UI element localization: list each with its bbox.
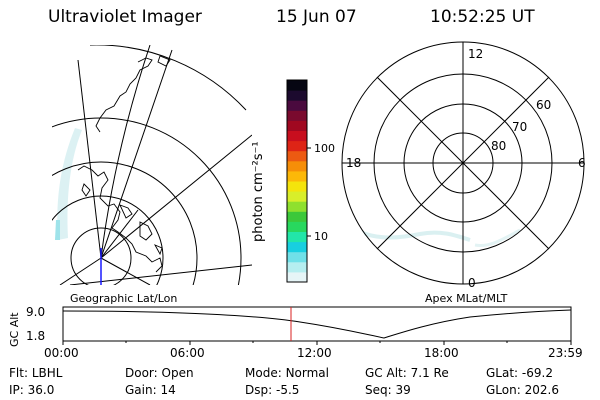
info-glat: GLat: -69.2: [486, 366, 553, 380]
color-bar: [287, 80, 307, 283]
info-gc-alt: GC Alt: 7.1 Re: [365, 366, 449, 380]
color-bar-segment: [287, 201, 307, 212]
coastlines: [77, 55, 171, 273]
mlt-label-18: 18: [346, 156, 362, 170]
mlat-label-60: 60: [536, 98, 552, 112]
color-bar-segment: [287, 140, 307, 152]
color-bar-segment: [287, 120, 307, 131]
info-glon: GLon: 202.6: [486, 383, 559, 397]
color-bar-unit-label: photon cm⁻²s⁻¹: [251, 141, 266, 242]
info-flt: Flt: LBHL: [9, 366, 63, 380]
color-bar-segment: [287, 181, 307, 192]
altitude-ytick-1-8: 1.8: [26, 329, 46, 343]
geographic-map: [52, 45, 252, 285]
aurora-oval-east: [474, 228, 521, 248]
geographic-label: Geographic Lat/Lon: [70, 292, 178, 305]
info-mode: Mode: Normal: [245, 366, 329, 380]
color-bar-segment: [287, 271, 307, 283]
observation-date: 15 Jun 07: [276, 7, 357, 27]
altitude-xtick-1200: 12:00: [297, 346, 332, 360]
color-bar-segment: [287, 130, 307, 142]
color-bar-tick-10: 10: [314, 230, 328, 243]
color-bar-segment: [287, 100, 307, 111]
color-bar-segment: [287, 261, 307, 273]
color-bar-segment: [287, 170, 307, 182]
color-bar-segment: [287, 231, 307, 243]
info-gain: Gain: 14: [125, 383, 176, 397]
color-bar-segment: [287, 221, 307, 232]
altitude-xtick-0000: 00:00: [44, 346, 79, 360]
color-bar-segment: [287, 251, 307, 263]
info-ip: IP: 36.0: [9, 383, 55, 397]
altitude-xtick-1800: 18:00: [424, 346, 459, 360]
color-bar-segment: [287, 80, 307, 91]
color-bar-segment: [287, 211, 307, 222]
mlt-label-0: 0: [468, 276, 476, 290]
altitude-xtick-2359: 23:59: [548, 346, 583, 360]
info-door: Door: Open: [125, 366, 194, 380]
color-bar-segment: [287, 191, 307, 202]
altitude-ytick-9: 9.0: [26, 305, 46, 319]
mlat-label-70: 70: [512, 120, 528, 134]
instrument-title: Ultraviolet Imager: [48, 7, 202, 27]
altitude-plot: [62, 306, 572, 345]
aurora-oval: [359, 230, 471, 242]
altitude-xtick-0600: 06:00: [170, 346, 205, 360]
aurora-emission: [57, 128, 82, 240]
color-bar-tick-100: 100: [314, 142, 335, 155]
mlt-label-6: 6: [578, 156, 586, 170]
mlt-label-12: 12: [468, 47, 484, 61]
observation-time: 10:52:25 UT: [430, 7, 535, 27]
color-bar-segment: [287, 150, 307, 162]
latitude-circles: [52, 45, 247, 285]
magnetic-polar-grid: [341, 41, 585, 285]
color-bar-segment: [287, 90, 307, 101]
color-bar-frame: [286, 79, 308, 283]
mlat-label-80: 80: [491, 139, 507, 153]
apex-label: Apex MLat/MLT: [425, 292, 508, 305]
altitude-ticks: [62, 341, 572, 345]
color-bar-segment: [287, 110, 307, 121]
info-seq: Seq: 39: [365, 383, 411, 397]
altitude-ylabel: GC Alt: [8, 312, 21, 347]
altitude-curve: [62, 309, 572, 339]
color-bar-segment: [287, 160, 307, 172]
longitude-lines: [59, 45, 252, 285]
color-bar-segment: [287, 241, 307, 253]
info-dsp: Dsp: -5.5: [245, 383, 300, 397]
aurora-bright-spot: [55, 220, 60, 240]
